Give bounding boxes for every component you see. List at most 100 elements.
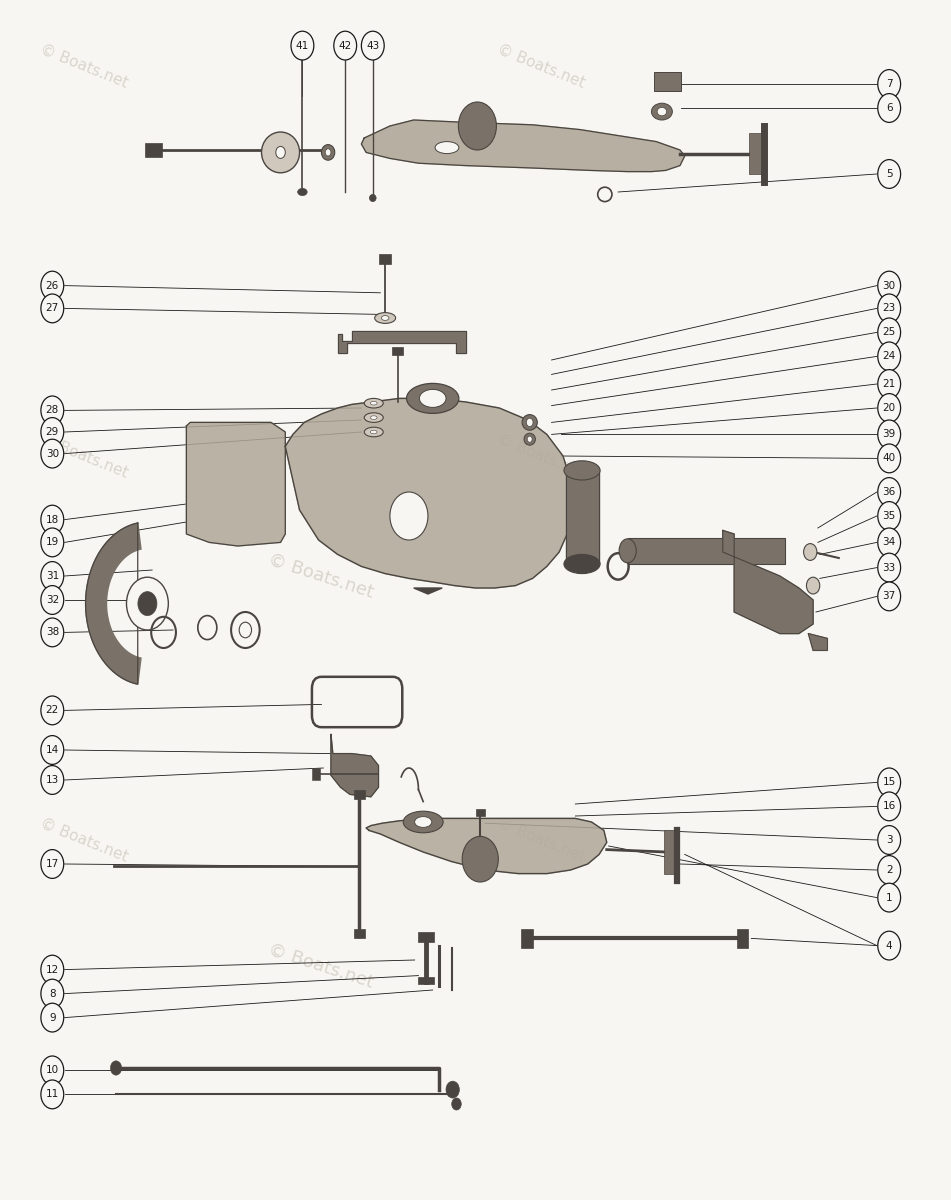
Text: © Boats.net: © Boats.net — [266, 551, 377, 601]
Text: 1: 1 — [886, 893, 892, 902]
Circle shape — [878, 271, 901, 300]
Text: 34: 34 — [883, 538, 896, 547]
Ellipse shape — [419, 389, 446, 407]
Ellipse shape — [435, 142, 458, 154]
Text: 25: 25 — [883, 328, 896, 337]
Bar — [392, 347, 403, 355]
Circle shape — [41, 1056, 64, 1085]
Text: 15: 15 — [883, 778, 896, 787]
Circle shape — [41, 271, 64, 300]
Circle shape — [878, 294, 901, 323]
Text: 22: 22 — [46, 706, 59, 715]
Text: © Boats.net: © Boats.net — [495, 816, 587, 864]
Bar — [628, 538, 785, 564]
Circle shape — [878, 528, 901, 557]
Text: 20: 20 — [883, 403, 896, 413]
Circle shape — [878, 502, 901, 530]
Circle shape — [458, 102, 496, 150]
Circle shape — [804, 544, 817, 560]
Circle shape — [41, 850, 64, 878]
Text: 21: 21 — [883, 379, 896, 389]
Ellipse shape — [369, 194, 377, 202]
Ellipse shape — [651, 103, 672, 120]
Ellipse shape — [276, 146, 285, 158]
Ellipse shape — [370, 431, 377, 434]
Circle shape — [41, 505, 64, 534]
Text: 23: 23 — [883, 304, 896, 313]
Circle shape — [41, 618, 64, 647]
Circle shape — [334, 31, 357, 60]
Polygon shape — [361, 120, 685, 172]
Circle shape — [41, 1003, 64, 1032]
Circle shape — [41, 979, 64, 1008]
Text: 31: 31 — [46, 571, 59, 581]
Circle shape — [878, 856, 901, 884]
Circle shape — [878, 94, 901, 122]
Ellipse shape — [364, 413, 383, 422]
Circle shape — [41, 586, 64, 614]
Text: 14: 14 — [46, 745, 59, 755]
Text: 13: 13 — [46, 775, 59, 785]
Text: 30: 30 — [883, 281, 896, 290]
Polygon shape — [285, 398, 573, 588]
Text: 38: 38 — [46, 628, 59, 637]
Bar — [749, 133, 764, 174]
Circle shape — [291, 31, 314, 60]
Circle shape — [41, 766, 64, 794]
Ellipse shape — [527, 418, 533, 426]
Bar — [145, 143, 162, 157]
Ellipse shape — [564, 554, 600, 574]
Text: 42: 42 — [339, 41, 352, 50]
Text: 7: 7 — [886, 79, 892, 89]
Ellipse shape — [375, 312, 396, 323]
Circle shape — [41, 1080, 64, 1109]
Circle shape — [446, 1081, 459, 1098]
Polygon shape — [338, 331, 466, 353]
Polygon shape — [723, 530, 813, 634]
Circle shape — [806, 577, 820, 594]
Text: 10: 10 — [46, 1066, 59, 1075]
Circle shape — [390, 492, 428, 540]
Text: © Boats.net: © Boats.net — [495, 42, 587, 90]
Polygon shape — [808, 634, 827, 650]
Text: 4: 4 — [886, 941, 892, 950]
Ellipse shape — [403, 811, 443, 833]
Text: 24: 24 — [883, 352, 896, 361]
Circle shape — [41, 955, 64, 984]
Bar — [664, 830, 677, 874]
Text: 18: 18 — [46, 515, 59, 524]
Ellipse shape — [381, 316, 389, 320]
Ellipse shape — [370, 416, 377, 419]
Text: © Boats.net: © Boats.net — [38, 42, 130, 90]
Polygon shape — [566, 470, 599, 564]
Text: 11: 11 — [46, 1090, 59, 1099]
Ellipse shape — [407, 383, 458, 413]
Bar — [476, 809, 485, 816]
Text: 26: 26 — [46, 281, 59, 290]
Bar — [354, 790, 365, 799]
Bar — [418, 977, 434, 984]
Text: 28: 28 — [46, 406, 59, 415]
Circle shape — [41, 439, 64, 468]
Circle shape — [462, 836, 498, 882]
Text: 39: 39 — [883, 430, 896, 439]
Ellipse shape — [527, 437, 533, 443]
Circle shape — [138, 592, 157, 616]
Text: © Boats.net: © Boats.net — [38, 432, 130, 480]
Polygon shape — [86, 523, 141, 684]
Text: 27: 27 — [46, 304, 59, 313]
Circle shape — [878, 768, 901, 797]
Circle shape — [878, 582, 901, 611]
Polygon shape — [331, 734, 378, 797]
Text: 12: 12 — [46, 965, 59, 974]
Circle shape — [878, 826, 901, 854]
Bar — [418, 932, 434, 942]
Ellipse shape — [370, 401, 377, 404]
Circle shape — [41, 418, 64, 446]
Text: © Boats.net: © Boats.net — [38, 816, 130, 864]
Circle shape — [41, 396, 64, 425]
Text: 16: 16 — [883, 802, 896, 811]
Circle shape — [878, 370, 901, 398]
Text: 29: 29 — [46, 427, 59, 437]
Circle shape — [878, 160, 901, 188]
